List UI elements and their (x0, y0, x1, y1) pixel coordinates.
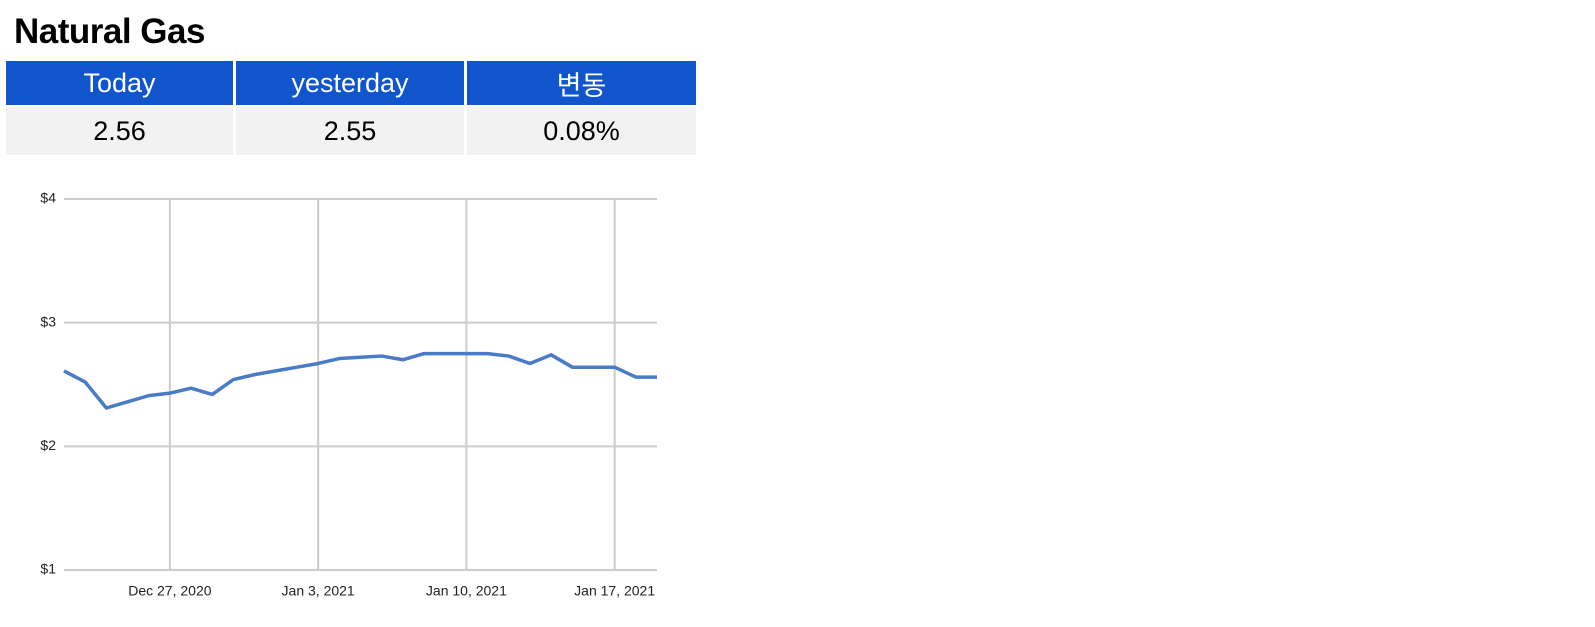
x-tick-label: Dec 27, 2020 (128, 583, 211, 599)
table-header: 변동 (467, 61, 696, 105)
y-tick-label: $3 (40, 313, 56, 329)
table-header: yesterday (236, 61, 464, 105)
page-title: Natural Gas (14, 12, 205, 51)
table-cell: 2.55 (236, 107, 464, 155)
table-header: Today (6, 61, 233, 105)
table-cell: 2.56 (6, 107, 233, 155)
x-tick-label: Jan 10, 2021 (426, 583, 507, 599)
y-tick-label: $2 (40, 437, 56, 453)
x-tick-label: Jan 3, 2021 (282, 583, 355, 599)
line (63, 351, 657, 410)
x-tick-label: Jan 17, 2021 (574, 583, 655, 599)
y-tick-label: $1 (40, 561, 56, 577)
table-cell: 0.08% (467, 107, 696, 155)
y-tick-label: $4 (40, 190, 56, 206)
chart: $1 $2 $3 $4 Dec 27, 2020 Jan 3, 2021 Jan 10, 2… (40, 190, 657, 599)
